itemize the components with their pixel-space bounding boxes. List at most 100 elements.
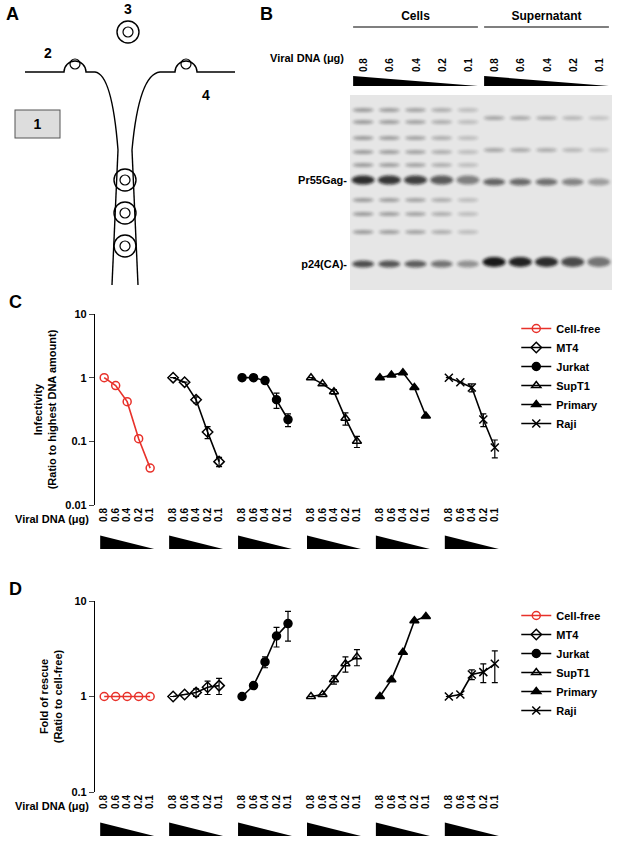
svg-text:B: B xyxy=(260,4,273,24)
svg-text:Cell-free: Cell-free xyxy=(556,610,600,622)
svg-text:p24(CA)-: p24(CA)- xyxy=(301,258,347,270)
svg-text:0.6: 0.6 xyxy=(455,508,466,522)
svg-text:0.8: 0.8 xyxy=(236,508,247,522)
svg-text:0.2: 0.2 xyxy=(478,795,489,809)
svg-text:0.4: 0.4 xyxy=(411,58,422,72)
svg-text:0.1: 0.1 xyxy=(213,508,224,522)
svg-text:0.2: 0.2 xyxy=(568,58,579,72)
svg-text:0.8: 0.8 xyxy=(358,58,369,72)
svg-text:Viral DNA (μg): Viral DNA (μg) xyxy=(270,52,344,64)
svg-text:0.6: 0.6 xyxy=(317,795,328,809)
svg-text:0.01: 0.01 xyxy=(65,499,86,511)
svg-text:0.2: 0.2 xyxy=(409,508,420,522)
svg-text:Raji: Raji xyxy=(556,418,576,430)
svg-text:Pr55Gag-: Pr55Gag- xyxy=(298,174,347,186)
svg-text:Supernatant: Supernatant xyxy=(511,9,581,23)
svg-text:Primary: Primary xyxy=(556,686,598,698)
svg-text:0.4: 0.4 xyxy=(259,795,270,809)
svg-text:0.2: 0.2 xyxy=(409,795,420,809)
svg-text:C: C xyxy=(9,292,22,312)
svg-text:0.6: 0.6 xyxy=(386,795,397,809)
svg-text:0.2: 0.2 xyxy=(202,508,213,522)
svg-text:10: 10 xyxy=(74,595,86,607)
svg-text:0.1: 0.1 xyxy=(420,795,431,809)
svg-text:Viral DNA (μg): Viral DNA (μg) xyxy=(15,513,89,525)
svg-text:0.8: 0.8 xyxy=(374,508,385,522)
svg-text:0.6: 0.6 xyxy=(248,795,259,809)
svg-text:1: 1 xyxy=(81,372,87,384)
svg-text:2: 2 xyxy=(44,45,52,61)
svg-text:0.8: 0.8 xyxy=(167,508,178,522)
svg-text:0.6: 0.6 xyxy=(110,508,121,522)
svg-text:0.6: 0.6 xyxy=(384,58,395,72)
svg-text:0.1: 0.1 xyxy=(144,508,155,522)
svg-text:0.6: 0.6 xyxy=(179,795,190,809)
svg-text:0.6: 0.6 xyxy=(386,508,397,522)
svg-text:0.1: 0.1 xyxy=(420,508,431,522)
svg-text:4: 4 xyxy=(202,87,210,103)
svg-text:0.2: 0.2 xyxy=(271,795,282,809)
svg-text:0.1: 0.1 xyxy=(213,795,224,809)
svg-text:0.4: 0.4 xyxy=(190,795,201,809)
svg-text:Fold of rescue(Ratio to cell-f: Fold of rescue(Ratio to cell-free) xyxy=(38,649,64,743)
svg-text:Infectivity(Ratio to highest D: Infectivity(Ratio to highest DNA amount) xyxy=(32,329,58,489)
svg-text:Raji: Raji xyxy=(556,705,576,717)
svg-text:0.1: 0.1 xyxy=(489,508,500,522)
svg-text:0.4: 0.4 xyxy=(397,508,408,522)
svg-text:0.4: 0.4 xyxy=(190,508,201,522)
svg-text:0.1: 0.1 xyxy=(282,795,293,809)
svg-text:MT4: MT4 xyxy=(556,342,579,354)
svg-text:0.8: 0.8 xyxy=(374,795,385,809)
svg-text:0.1: 0.1 xyxy=(71,786,86,798)
svg-text:0.4: 0.4 xyxy=(466,795,477,809)
svg-text:0.6: 0.6 xyxy=(248,508,259,522)
svg-text:0.1: 0.1 xyxy=(71,435,86,447)
svg-text:0.4: 0.4 xyxy=(542,58,553,72)
svg-text:Viral DNA (μg): Viral DNA (μg) xyxy=(15,800,89,812)
svg-text:0.2: 0.2 xyxy=(478,508,489,522)
svg-text:MT4: MT4 xyxy=(556,629,579,641)
svg-text:0.1: 0.1 xyxy=(489,795,500,809)
svg-text:0.1: 0.1 xyxy=(463,58,474,72)
svg-text:0.8: 0.8 xyxy=(98,508,109,522)
svg-text:0.8: 0.8 xyxy=(305,508,316,522)
svg-text:Cell-free: Cell-free xyxy=(556,323,600,335)
svg-text:0.2: 0.2 xyxy=(340,508,351,522)
svg-text:SupT1: SupT1 xyxy=(556,667,590,679)
svg-text:Cells: Cells xyxy=(401,9,430,23)
svg-text:Jurkat: Jurkat xyxy=(556,361,589,373)
svg-text:0.4: 0.4 xyxy=(328,508,339,522)
svg-text:1: 1 xyxy=(34,116,42,132)
svg-text:0.6: 0.6 xyxy=(110,795,121,809)
svg-text:0.6: 0.6 xyxy=(455,795,466,809)
svg-text:0.2: 0.2 xyxy=(202,795,213,809)
svg-text:0.4: 0.4 xyxy=(121,508,132,522)
svg-text:0.1: 0.1 xyxy=(282,508,293,522)
svg-text:Primary: Primary xyxy=(556,399,598,411)
svg-text:0.8: 0.8 xyxy=(443,795,454,809)
svg-text:0.1: 0.1 xyxy=(351,795,362,809)
svg-text:0.1: 0.1 xyxy=(351,508,362,522)
svg-text:SupT1: SupT1 xyxy=(556,380,590,392)
svg-text:0.8: 0.8 xyxy=(443,508,454,522)
svg-text:0.6: 0.6 xyxy=(179,508,190,522)
svg-text:10: 10 xyxy=(74,308,86,320)
svg-text:0.8: 0.8 xyxy=(489,58,500,72)
svg-text:0.2: 0.2 xyxy=(271,508,282,522)
svg-text:1: 1 xyxy=(81,690,87,702)
svg-text:0.2: 0.2 xyxy=(340,795,351,809)
svg-text:Jurkat: Jurkat xyxy=(556,648,589,660)
svg-text:0.8: 0.8 xyxy=(236,795,247,809)
svg-text:0.2: 0.2 xyxy=(133,508,144,522)
svg-text:0.8: 0.8 xyxy=(98,795,109,809)
svg-text:0.2: 0.2 xyxy=(437,58,448,72)
svg-text:A: A xyxy=(6,4,19,24)
svg-text:0.4: 0.4 xyxy=(397,795,408,809)
svg-text:0.4: 0.4 xyxy=(328,795,339,809)
svg-text:0.4: 0.4 xyxy=(259,508,270,522)
svg-text:0.2: 0.2 xyxy=(133,795,144,809)
svg-text:0.6: 0.6 xyxy=(515,58,526,72)
svg-text:D: D xyxy=(9,579,22,599)
svg-text:3: 3 xyxy=(124,1,132,17)
svg-text:0.1: 0.1 xyxy=(144,795,155,809)
